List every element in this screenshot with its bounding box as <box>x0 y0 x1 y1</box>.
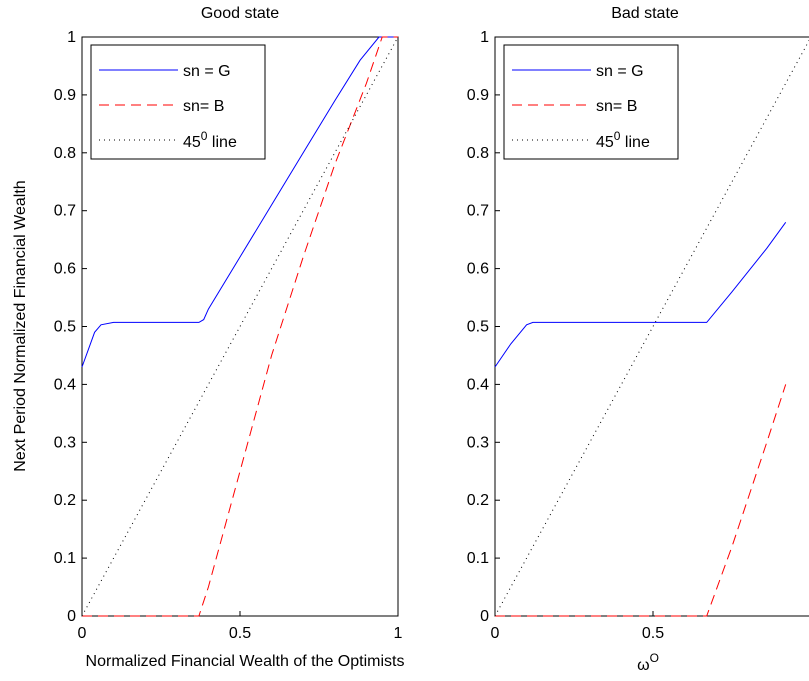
left-legend-label-45: 450 line <box>183 129 237 151</box>
left-legend-label-b: sn= B <box>183 98 224 115</box>
right-legend-label-45: 450 line <box>596 129 650 151</box>
left-legend: sn = G sn= B 450 line <box>90 44 266 160</box>
left-y-tick-label: 0.9 <box>54 87 76 104</box>
left-x-tick-label: 0 <box>78 625 87 642</box>
left-ylabel: Next Period Normalized Financial Wealth <box>12 180 29 471</box>
left-series-line-1 <box>82 36 398 617</box>
right-y-tick-label: 0.6 <box>467 261 489 278</box>
right-title: Bad state <box>611 5 679 22</box>
left-x-tick-label: 1 <box>394 625 403 642</box>
right-x-tick-label: 0.5 <box>642 625 664 642</box>
left-y-tick-label: 0 <box>67 608 76 625</box>
left-y-tick-label: 0.7 <box>54 203 76 220</box>
left-y-tick-label: 0.2 <box>54 492 76 509</box>
left-y-tick-label: 1 <box>67 29 76 46</box>
right-series-line-0 <box>494 222 787 368</box>
left-series-line-0 <box>81 36 398 368</box>
right-legend-sup: 0 <box>614 129 621 143</box>
left-y-tick-label: 0.8 <box>54 145 76 162</box>
left-series <box>81 36 399 617</box>
right-y-tick-label: 0.1 <box>467 550 489 567</box>
left-y-ticks: 0 0.1 0.2 0.3 0.4 0.5 0.6 0.7 0.8 0.9 1 <box>54 29 87 625</box>
right-y-tick-label: 0.4 <box>467 376 489 393</box>
right-xlabel: ωO <box>637 651 659 674</box>
right-legend-label-b: sn= B <box>596 98 637 115</box>
right-y-tick-label: 0 <box>480 608 489 625</box>
right-panel: Bad state 00.10.20.30.40.50.60.70.80.91 … <box>467 5 809 674</box>
left-xlabel: Normalized Financial Wealth of the Optim… <box>86 653 405 670</box>
right-y-tick-label: 0.2 <box>467 492 489 509</box>
left-y-tick-label: 0.6 <box>54 261 76 278</box>
left-legend-sup: 0 <box>201 129 208 143</box>
left-title: Good state <box>201 5 279 22</box>
right-y-ticks: 0 0.1 0.2 0.3 0.4 0.5 0.6 0.7 0.8 0.9 1 <box>467 29 500 625</box>
left-legend-label-g: sn = G <box>183 63 231 80</box>
left-x-ticks: 0 0.5 1 <box>78 611 403 642</box>
right-legend-label-g: sn = G <box>596 63 644 80</box>
right-x-tick-label: 0 <box>491 625 500 642</box>
right-legend-box <box>503 44 679 160</box>
right-series <box>494 39 809 617</box>
left-y-tick-label: 0.3 <box>54 434 76 451</box>
right-y-tick-label: 1 <box>480 29 489 46</box>
left-x-tick-label: 0.5 <box>229 625 251 642</box>
left-panel: Good state 0 0.1 0.2 0.3 0.4 0.5 0.6 0.7 0.8 0.9 1… <box>12 5 404 670</box>
left-y-tick-label: 0.1 <box>54 550 76 567</box>
left-y-tick-label: 0.5 <box>54 319 76 336</box>
left-legend-box <box>90 44 266 160</box>
right-y-tick-label: 0.5 <box>467 319 489 336</box>
right-legend: sn = G sn= B 450 line <box>503 44 679 160</box>
right-y-tick-label: 0.9 <box>467 87 489 104</box>
right-y-tick-label: 0.7 <box>467 203 489 220</box>
right-y-tick-label: 0.3 <box>467 434 489 451</box>
right-y-tick-label: 0.8 <box>467 145 489 162</box>
left-y-tick-label: 0.4 <box>54 376 76 393</box>
